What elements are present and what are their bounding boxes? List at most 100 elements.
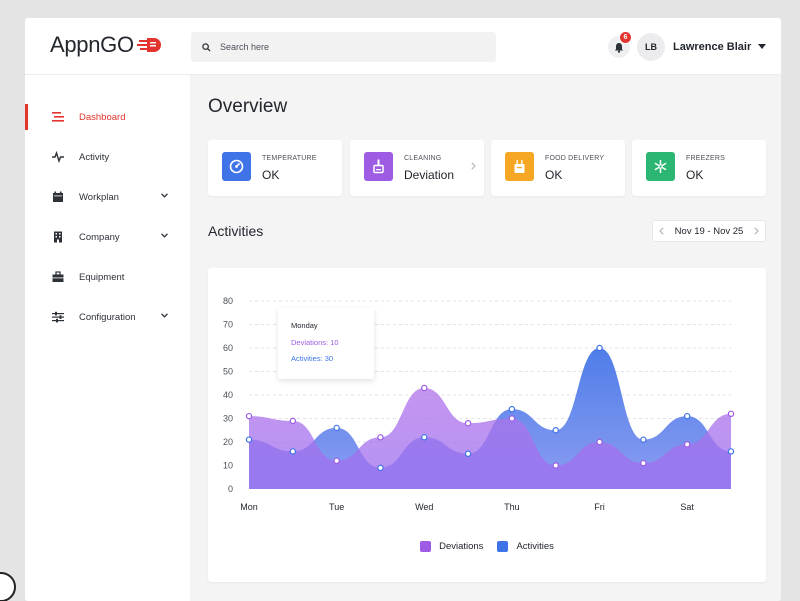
search-input[interactable] bbox=[220, 42, 480, 52]
chevron-right-icon bbox=[471, 162, 476, 170]
status-card-temperature[interactable]: TEMPERATURE OK bbox=[208, 140, 342, 196]
sidebar-item-dashboard[interactable]: Dashboard bbox=[25, 102, 190, 132]
data-point-deviations bbox=[727, 410, 735, 417]
legend-swatch bbox=[420, 541, 432, 552]
tooltip-day: Monday bbox=[291, 321, 318, 330]
chevron-right-icon[interactable] bbox=[754, 227, 759, 235]
notification-count-badge: 6 bbox=[619, 31, 632, 44]
y-tick-label: 40 bbox=[223, 390, 233, 400]
x-tick-label: Tue bbox=[329, 502, 344, 512]
date-range-picker[interactable]: Nov 19 - Nov 25 bbox=[652, 220, 766, 242]
chart-tooltip: Monday Deviations: 10 Activities: 30 bbox=[278, 308, 374, 379]
x-tick-label: Thu bbox=[504, 502, 520, 512]
x-tick-label: Fri bbox=[594, 502, 605, 512]
data-point-deviations bbox=[683, 441, 691, 448]
series-area-deviations bbox=[249, 387, 731, 489]
sidebar-item-label: Activity bbox=[79, 152, 110, 163]
status-card-cleaning[interactable]: CLEANING Deviation bbox=[350, 140, 484, 196]
legend-swatch bbox=[497, 541, 509, 552]
sidebar-item-label: Company bbox=[79, 232, 120, 243]
bell-icon bbox=[615, 42, 623, 53]
data-point-deviations bbox=[464, 419, 472, 427]
data-point-activities bbox=[552, 427, 559, 434]
food-delivery-icon bbox=[505, 152, 534, 181]
cleaning-icon bbox=[364, 152, 393, 181]
activities-area-chart[interactable]: 01020304050607080MonTueWedThuFriSatSun bbox=[208, 268, 766, 582]
card-label: FOOD DELIVERY bbox=[545, 155, 605, 162]
sidebar-item-company[interactable]: Company bbox=[25, 222, 190, 252]
data-point-deviations bbox=[552, 462, 559, 469]
data-point-activities bbox=[508, 405, 516, 413]
brand-logo[interactable]: AppnGO bbox=[50, 32, 161, 58]
snowflake-icon bbox=[646, 152, 675, 181]
dashboard-icon bbox=[52, 112, 64, 122]
floating-action-button[interactable] bbox=[0, 572, 16, 601]
sidebar-item-activity[interactable]: Activity bbox=[25, 142, 190, 172]
activities-chart-card: 01020304050607080MonTueWedThuFriSatSun M… bbox=[208, 268, 766, 582]
sliders-icon bbox=[52, 311, 64, 323]
date-range-label: Nov 19 - Nov 25 bbox=[674, 225, 744, 237]
app-window: AppnGO 6 LB Lawrence B bbox=[25, 18, 781, 601]
y-tick-label: 60 bbox=[223, 343, 233, 353]
card-value: OK bbox=[545, 168, 563, 182]
status-card-freezers[interactable]: FREEZERS OK bbox=[632, 140, 766, 196]
thermometer-icon bbox=[222, 152, 251, 181]
sidebar-item-label: Configuration bbox=[79, 312, 136, 323]
legend-label: Deviations bbox=[439, 541, 484, 552]
data-point-deviations bbox=[508, 415, 516, 422]
sidebar: Dashboard Activity Workplan bbox=[25, 75, 190, 601]
y-tick-label: 50 bbox=[223, 367, 233, 377]
data-point-deviations bbox=[289, 417, 297, 425]
x-tick-label: Wed bbox=[415, 502, 433, 512]
sidebar-item-equipment[interactable]: Equipment bbox=[25, 262, 190, 292]
legend-item-activities[interactable]: Activities bbox=[497, 541, 554, 552]
data-point-deviations bbox=[421, 384, 428, 392]
search-bar[interactable] bbox=[191, 32, 496, 62]
data-point-activities bbox=[596, 344, 603, 352]
data-point-deviations bbox=[377, 434, 384, 441]
toolbox-icon bbox=[52, 271, 64, 282]
chevron-left-icon[interactable] bbox=[659, 227, 664, 235]
avatar[interactable]: LB bbox=[637, 33, 665, 61]
legend-label: Activities bbox=[516, 541, 554, 552]
data-point-deviations bbox=[596, 438, 603, 446]
tooltip-deviations: Deviations: 10 bbox=[291, 338, 339, 347]
tooltip-activities: Activities: 30 bbox=[291, 354, 334, 363]
y-tick-label: 80 bbox=[223, 296, 233, 306]
sidebar-item-workplan[interactable]: Workplan bbox=[25, 182, 190, 212]
data-point-activities bbox=[640, 436, 647, 443]
building-icon bbox=[54, 231, 62, 243]
sidebar-item-configuration[interactable]: Configuration bbox=[25, 302, 190, 332]
y-tick-label: 20 bbox=[223, 437, 233, 447]
card-value: Deviation bbox=[404, 168, 455, 182]
y-tick-label: 10 bbox=[223, 461, 233, 471]
sidebar-item-label: Workplan bbox=[79, 192, 119, 203]
status-card-food-delivery[interactable]: FOOD DELIVERY OK bbox=[491, 140, 625, 196]
chart-legend: Deviations Activities bbox=[208, 541, 766, 552]
x-tick-label: Sat bbox=[680, 502, 694, 512]
user-name[interactable]: Lawrence Blair bbox=[673, 41, 752, 53]
x-tick-label: Mon bbox=[240, 502, 258, 512]
data-point-deviations bbox=[245, 412, 253, 420]
data-point-activities bbox=[464, 450, 472, 457]
notifications-button[interactable]: 6 bbox=[608, 31, 632, 58]
data-point-activities bbox=[421, 434, 428, 441]
page-title: Overview bbox=[208, 96, 288, 117]
data-point-activities bbox=[245, 436, 253, 443]
y-tick-label: 70 bbox=[223, 320, 233, 330]
logo-mark-icon bbox=[136, 38, 161, 52]
card-value: OK bbox=[262, 168, 280, 182]
caret-down-icon[interactable] bbox=[758, 44, 766, 49]
sidebar-item-label: Dashboard bbox=[79, 112, 126, 123]
card-label: FREEZERS bbox=[686, 155, 725, 162]
data-point-activities bbox=[333, 424, 340, 432]
card-label: CLEANING bbox=[404, 155, 442, 162]
y-tick-label: 30 bbox=[223, 414, 233, 424]
activity-icon bbox=[52, 151, 64, 163]
top-header: AppnGO 6 LB Lawrence B bbox=[25, 18, 781, 75]
card-value: OK bbox=[686, 168, 704, 182]
card-label: TEMPERATURE bbox=[262, 155, 317, 162]
legend-item-deviations[interactable]: Deviations bbox=[420, 541, 483, 552]
sidebar-item-label: Equipment bbox=[79, 272, 125, 283]
section-title: Activities bbox=[208, 223, 264, 239]
